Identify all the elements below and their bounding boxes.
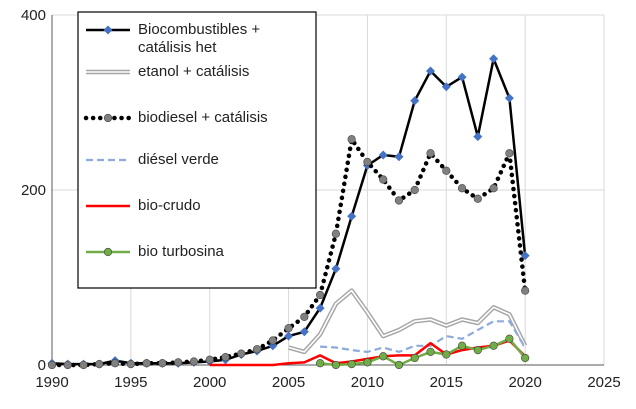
data-point-2 xyxy=(363,157,372,167)
data-point-0 xyxy=(410,96,420,106)
legend: Biocombustibles + catálisis het etanol + c… xyxy=(77,11,317,289)
data-point-2 xyxy=(426,149,435,158)
data-point-5 xyxy=(363,358,372,367)
legend-item-2: biodiesel + catálisis xyxy=(83,109,268,126)
x-tick-label: 2025 xyxy=(587,374,620,391)
data-point-0 xyxy=(473,132,483,142)
y-tick-label: 400 xyxy=(21,7,46,24)
data-point-2 xyxy=(505,149,514,158)
data-point-0 xyxy=(331,264,341,274)
data-point-5 xyxy=(394,360,404,370)
x-tick-label: 2010 xyxy=(351,374,384,391)
data-point-0 xyxy=(315,303,325,313)
y-tick-label: 200 xyxy=(21,182,46,199)
x-tick-label: 2020 xyxy=(508,374,541,391)
data-point-2 xyxy=(379,175,388,184)
data-point-2 xyxy=(237,349,246,358)
data-point-5 xyxy=(457,341,467,350)
data-point-2 xyxy=(63,360,72,370)
data-point-5 xyxy=(410,353,419,363)
data-point-0 xyxy=(378,150,388,160)
data-point-2 xyxy=(316,290,325,300)
x-tick-label: 2000 xyxy=(193,374,226,391)
tick-labels: 1990 1995 2000 2005 2010 2015 2020 2025 0 200 400 xyxy=(21,7,621,391)
data-point-0 xyxy=(394,152,404,162)
data-point-2 xyxy=(521,286,530,295)
legend-label-5: bio turbosina xyxy=(138,243,225,260)
data-point-5 xyxy=(521,353,530,363)
series-line-1-inner xyxy=(288,289,526,353)
series-layer xyxy=(47,54,530,370)
legend-item-1: etanol + catálisis xyxy=(86,63,249,80)
legend-label-line: catálisis het xyxy=(138,39,217,56)
data-point-2 xyxy=(174,358,183,367)
data-point-2 xyxy=(252,345,262,354)
legend-label-0: Biocombustibles + catálisis het xyxy=(138,21,260,56)
legend-marker-2 xyxy=(103,113,113,123)
data-point-5 xyxy=(489,341,498,350)
legend-item-5: bio turbosina xyxy=(86,243,225,260)
data-point-0 xyxy=(457,72,467,82)
x-tick-label: 1995 xyxy=(114,374,147,391)
data-point-2 xyxy=(142,359,151,368)
data-point-2 xyxy=(205,355,214,364)
legend-item-3: diésel verde xyxy=(86,151,219,168)
legend-marker-0 xyxy=(103,25,113,35)
data-point-5 xyxy=(347,360,356,369)
data-point-2 xyxy=(331,229,340,238)
legend-marker-5 xyxy=(103,247,113,257)
data-point-2 xyxy=(489,184,498,193)
data-point-0 xyxy=(284,331,294,341)
legend-label-4: bio-crudo xyxy=(138,197,201,214)
data-point-2 xyxy=(79,360,88,370)
data-point-0 xyxy=(441,82,451,92)
data-point-2 xyxy=(394,196,404,205)
data-point-5 xyxy=(331,360,340,370)
data-point-0 xyxy=(489,54,499,64)
data-point-2 xyxy=(457,184,467,193)
data-point-0 xyxy=(347,211,357,221)
data-point-5 xyxy=(379,352,388,361)
data-point-2 xyxy=(126,360,135,369)
y-tick-label: 0 xyxy=(38,357,46,374)
x-tick-label: 2005 xyxy=(272,374,305,391)
data-point-2 xyxy=(284,324,293,333)
data-point-5 xyxy=(442,350,451,359)
data-point-0 xyxy=(504,93,514,103)
legend-item-0: Biocombustibles + catálisis het xyxy=(86,21,260,56)
x-tick-label: 2015 xyxy=(430,374,463,391)
data-point-5 xyxy=(426,347,435,356)
series-1 xyxy=(287,288,528,355)
legend-box xyxy=(77,11,317,289)
data-point-5 xyxy=(316,359,325,368)
data-point-2 xyxy=(473,194,482,203)
legend-label-3: diésel verde xyxy=(138,151,219,168)
data-point-5 xyxy=(505,334,514,343)
data-point-2 xyxy=(410,185,419,195)
data-point-0 xyxy=(426,66,436,76)
data-point-0 xyxy=(299,327,309,337)
series-line-3 xyxy=(320,320,527,354)
data-point-2 xyxy=(189,357,199,366)
data-point-2 xyxy=(95,360,104,369)
x-tick-label: 1990 xyxy=(35,374,68,391)
series-5 xyxy=(316,334,530,370)
data-point-2 xyxy=(268,336,277,345)
data-point-2 xyxy=(347,135,356,144)
data-point-5 xyxy=(473,346,482,355)
data-point-2 xyxy=(221,353,230,362)
data-point-2 xyxy=(158,359,167,368)
series-2 xyxy=(47,133,530,370)
legend-label-line: Biocombustibles + xyxy=(138,21,260,38)
legend-item-4: bio-crudo xyxy=(86,197,201,214)
data-point-2 xyxy=(47,360,57,370)
data-point-2 xyxy=(110,359,120,368)
data-point-2 xyxy=(442,166,451,175)
legend-label-1: etanol + catálisis xyxy=(138,63,249,80)
legend-label-2: biodiesel + catálisis xyxy=(138,109,268,126)
series-3 xyxy=(320,320,527,354)
data-point-2 xyxy=(300,312,309,321)
